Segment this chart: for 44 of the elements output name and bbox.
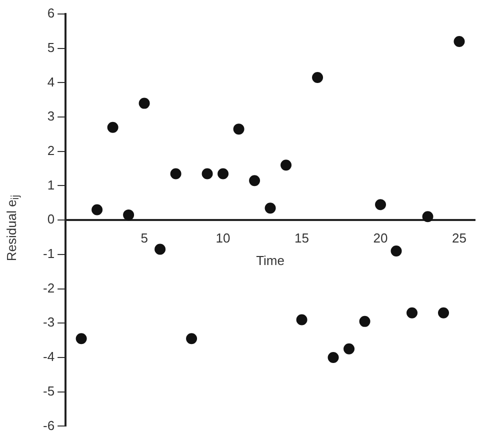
point: [76, 333, 87, 344]
y-tick-label: -4: [42, 349, 55, 364]
point: [186, 333, 198, 344]
point: [438, 307, 450, 318]
y-tick-label: 3: [47, 108, 55, 124]
point: [296, 314, 308, 326]
y-tick-label: 2: [47, 142, 55, 158]
point: [249, 175, 260, 186]
point: [422, 211, 434, 222]
point: [406, 307, 418, 318]
point: [107, 122, 118, 133]
x-tick-label: 10: [216, 230, 230, 246]
point: [375, 199, 386, 210]
point: [328, 352, 339, 363]
y-tick-label: 5: [47, 40, 55, 55]
point: [264, 202, 276, 214]
y-tick-label: -1: [42, 246, 55, 262]
x-tick-label: 25: [452, 230, 466, 246]
point: [312, 72, 324, 84]
point: [154, 244, 166, 255]
x-tick-label: 5: [140, 230, 148, 246]
y-tick-label: 6: [47, 6, 55, 21]
x-axis-title: Time: [256, 253, 284, 268]
point: [92, 204, 103, 216]
y-tick-label: -6: [42, 418, 55, 433]
point: [233, 124, 244, 135]
y-tick-label: 0: [47, 212, 55, 227]
point: [344, 343, 355, 354]
point: [138, 98, 150, 109]
point: [280, 160, 292, 171]
x-tick-label: 15: [294, 230, 310, 246]
point: [390, 246, 402, 257]
y-tick-label: -2: [42, 280, 55, 296]
y-tick-label: -5: [42, 383, 55, 398]
point: [454, 36, 465, 47]
y-tick-label: 4: [47, 74, 55, 90]
point: [170, 168, 182, 180]
point: [202, 168, 213, 180]
point: [218, 168, 229, 180]
point: [359, 316, 370, 327]
y-tick-label: -3: [42, 314, 55, 330]
x-tick-label: 20: [373, 230, 388, 246]
y-tick-label: 1: [47, 177, 55, 192]
point: [123, 209, 134, 220]
